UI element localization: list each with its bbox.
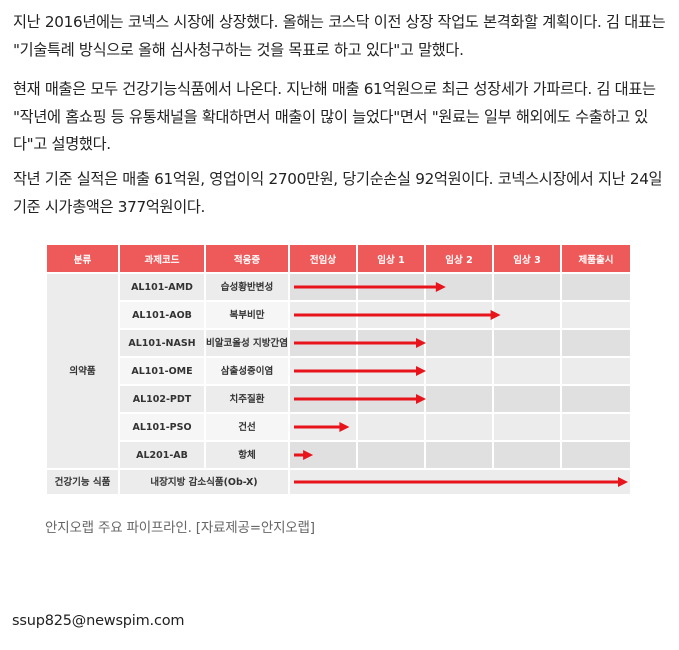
category-drug: 의약품 xyxy=(47,274,118,468)
indication: 비알코올성 지방간염 xyxy=(206,330,288,356)
stage-cell xyxy=(426,442,492,468)
article-paragraph-1: 지난 2016년에는 코넥스 시장에 상장했다. 올해는 코스닥 이전 상장 작… xyxy=(13,13,666,59)
stage-cell xyxy=(562,386,630,412)
indication: 항체 xyxy=(206,442,288,468)
stage-cell xyxy=(494,442,560,468)
stage-cell xyxy=(290,414,356,440)
pipeline-row: AL101-AOB 복부비만 xyxy=(47,302,630,328)
stage-cell xyxy=(494,414,560,440)
pipeline-row: AL102-PDT 치주질환 xyxy=(47,386,630,412)
stage-cell xyxy=(494,330,560,356)
stage-cell xyxy=(562,442,630,468)
project-code: AL101-PSO xyxy=(120,414,204,440)
indication: 복부비만 xyxy=(206,302,288,328)
header-indication: 적응증 xyxy=(206,245,288,272)
indication: 삼출성중이염 xyxy=(206,358,288,384)
indication: 건선 xyxy=(206,414,288,440)
project-code: AL101-OME xyxy=(120,358,204,384)
article-paragraph-3: 작년 기준 실적은 매출 61억원, 영업이익 2700만원, 당기순손실 92… xyxy=(13,170,663,216)
header-preclinical: 전임상 xyxy=(290,245,356,272)
stage-cell xyxy=(290,386,356,412)
food-stage-cell xyxy=(290,470,630,494)
stage-cell xyxy=(426,386,492,412)
stage-cell xyxy=(358,358,424,384)
project-code: AL102-PDT xyxy=(120,386,204,412)
category-food: 건강기능 식품 xyxy=(47,470,118,494)
project-code: AL101-AOB xyxy=(120,302,204,328)
stage-cell xyxy=(358,330,424,356)
pipeline-header-row: 분류 과제코드 적응증 전임상 임상 1 임상 2 임상 3 제품출시 xyxy=(47,245,630,272)
stage-cell xyxy=(562,274,630,300)
stage-cell xyxy=(426,274,492,300)
stage-cell xyxy=(290,442,356,468)
reporter-email: ssup825@newspim.com xyxy=(12,613,185,629)
stage-cell xyxy=(494,358,560,384)
stage-cell xyxy=(290,358,356,384)
stage-cell xyxy=(358,442,424,468)
stage-cell xyxy=(290,302,356,328)
stage-cell xyxy=(290,330,356,356)
stage-cell xyxy=(562,358,630,384)
pipeline-row: AL101-PSO 건선 xyxy=(47,414,630,440)
stage-cell xyxy=(358,414,424,440)
indication: 치주질환 xyxy=(206,386,288,412)
stage-cell xyxy=(358,386,424,412)
stage-cell xyxy=(358,274,424,300)
pipeline-row: AL101-OME 삼출성중이염 xyxy=(47,358,630,384)
food-product: 내장지방 감소식품(Ob-X) xyxy=(120,470,288,494)
pipeline-figure: 분류 과제코드 적응증 전임상 임상 1 임상 2 임상 3 제품출시 의약품 A… xyxy=(45,243,632,496)
stage-cell xyxy=(426,302,492,328)
pipeline-row: 의약품 AL101-AMD 습성황반변성 xyxy=(47,274,630,468)
figure-caption: 안지오랩 주요 파이프라인. [자료제공=안지오랩] xyxy=(45,520,315,536)
header-phase1: 임상 1 xyxy=(358,245,424,272)
header-phase3: 임상 3 xyxy=(494,245,560,272)
project-code: AL101-NASH xyxy=(120,330,204,356)
project-code: AL201-AB xyxy=(120,442,204,468)
stage-cell xyxy=(358,302,424,328)
stage-cell xyxy=(494,302,560,328)
header-category: 분류 xyxy=(47,245,118,272)
project-code: AL101-AMD xyxy=(120,274,204,300)
stage-cell xyxy=(562,414,630,440)
pipeline-row-food: 건강기능 식품 내장지방 감소식품(Ob-X) xyxy=(47,470,630,494)
stage-cell xyxy=(426,330,492,356)
indication: 습성황반변성 xyxy=(206,274,288,300)
header-launch: 제품출시 xyxy=(562,245,630,272)
stage-cell xyxy=(494,274,560,300)
header-phase2: 임상 2 xyxy=(426,245,492,272)
pipeline-row: AL101-NASH 비알코올성 지방간염 xyxy=(47,330,630,356)
article-paragraph-2: 현재 매출은 모두 건강기능식품에서 나온다. 지난해 매출 61억원으로 최근… xyxy=(13,80,656,153)
stage-cell xyxy=(426,358,492,384)
stage-cell xyxy=(494,386,560,412)
header-code: 과제코드 xyxy=(120,245,204,272)
stage-cell xyxy=(562,330,630,356)
stage-cell xyxy=(562,302,630,328)
stage-cell xyxy=(426,414,492,440)
pipeline-row: AL201-AB 항체 xyxy=(47,442,630,468)
pipeline-table: 분류 과제코드 적응증 전임상 임상 1 임상 2 임상 3 제품출시 의약품 A… xyxy=(45,243,632,496)
stage-cell xyxy=(290,274,356,300)
